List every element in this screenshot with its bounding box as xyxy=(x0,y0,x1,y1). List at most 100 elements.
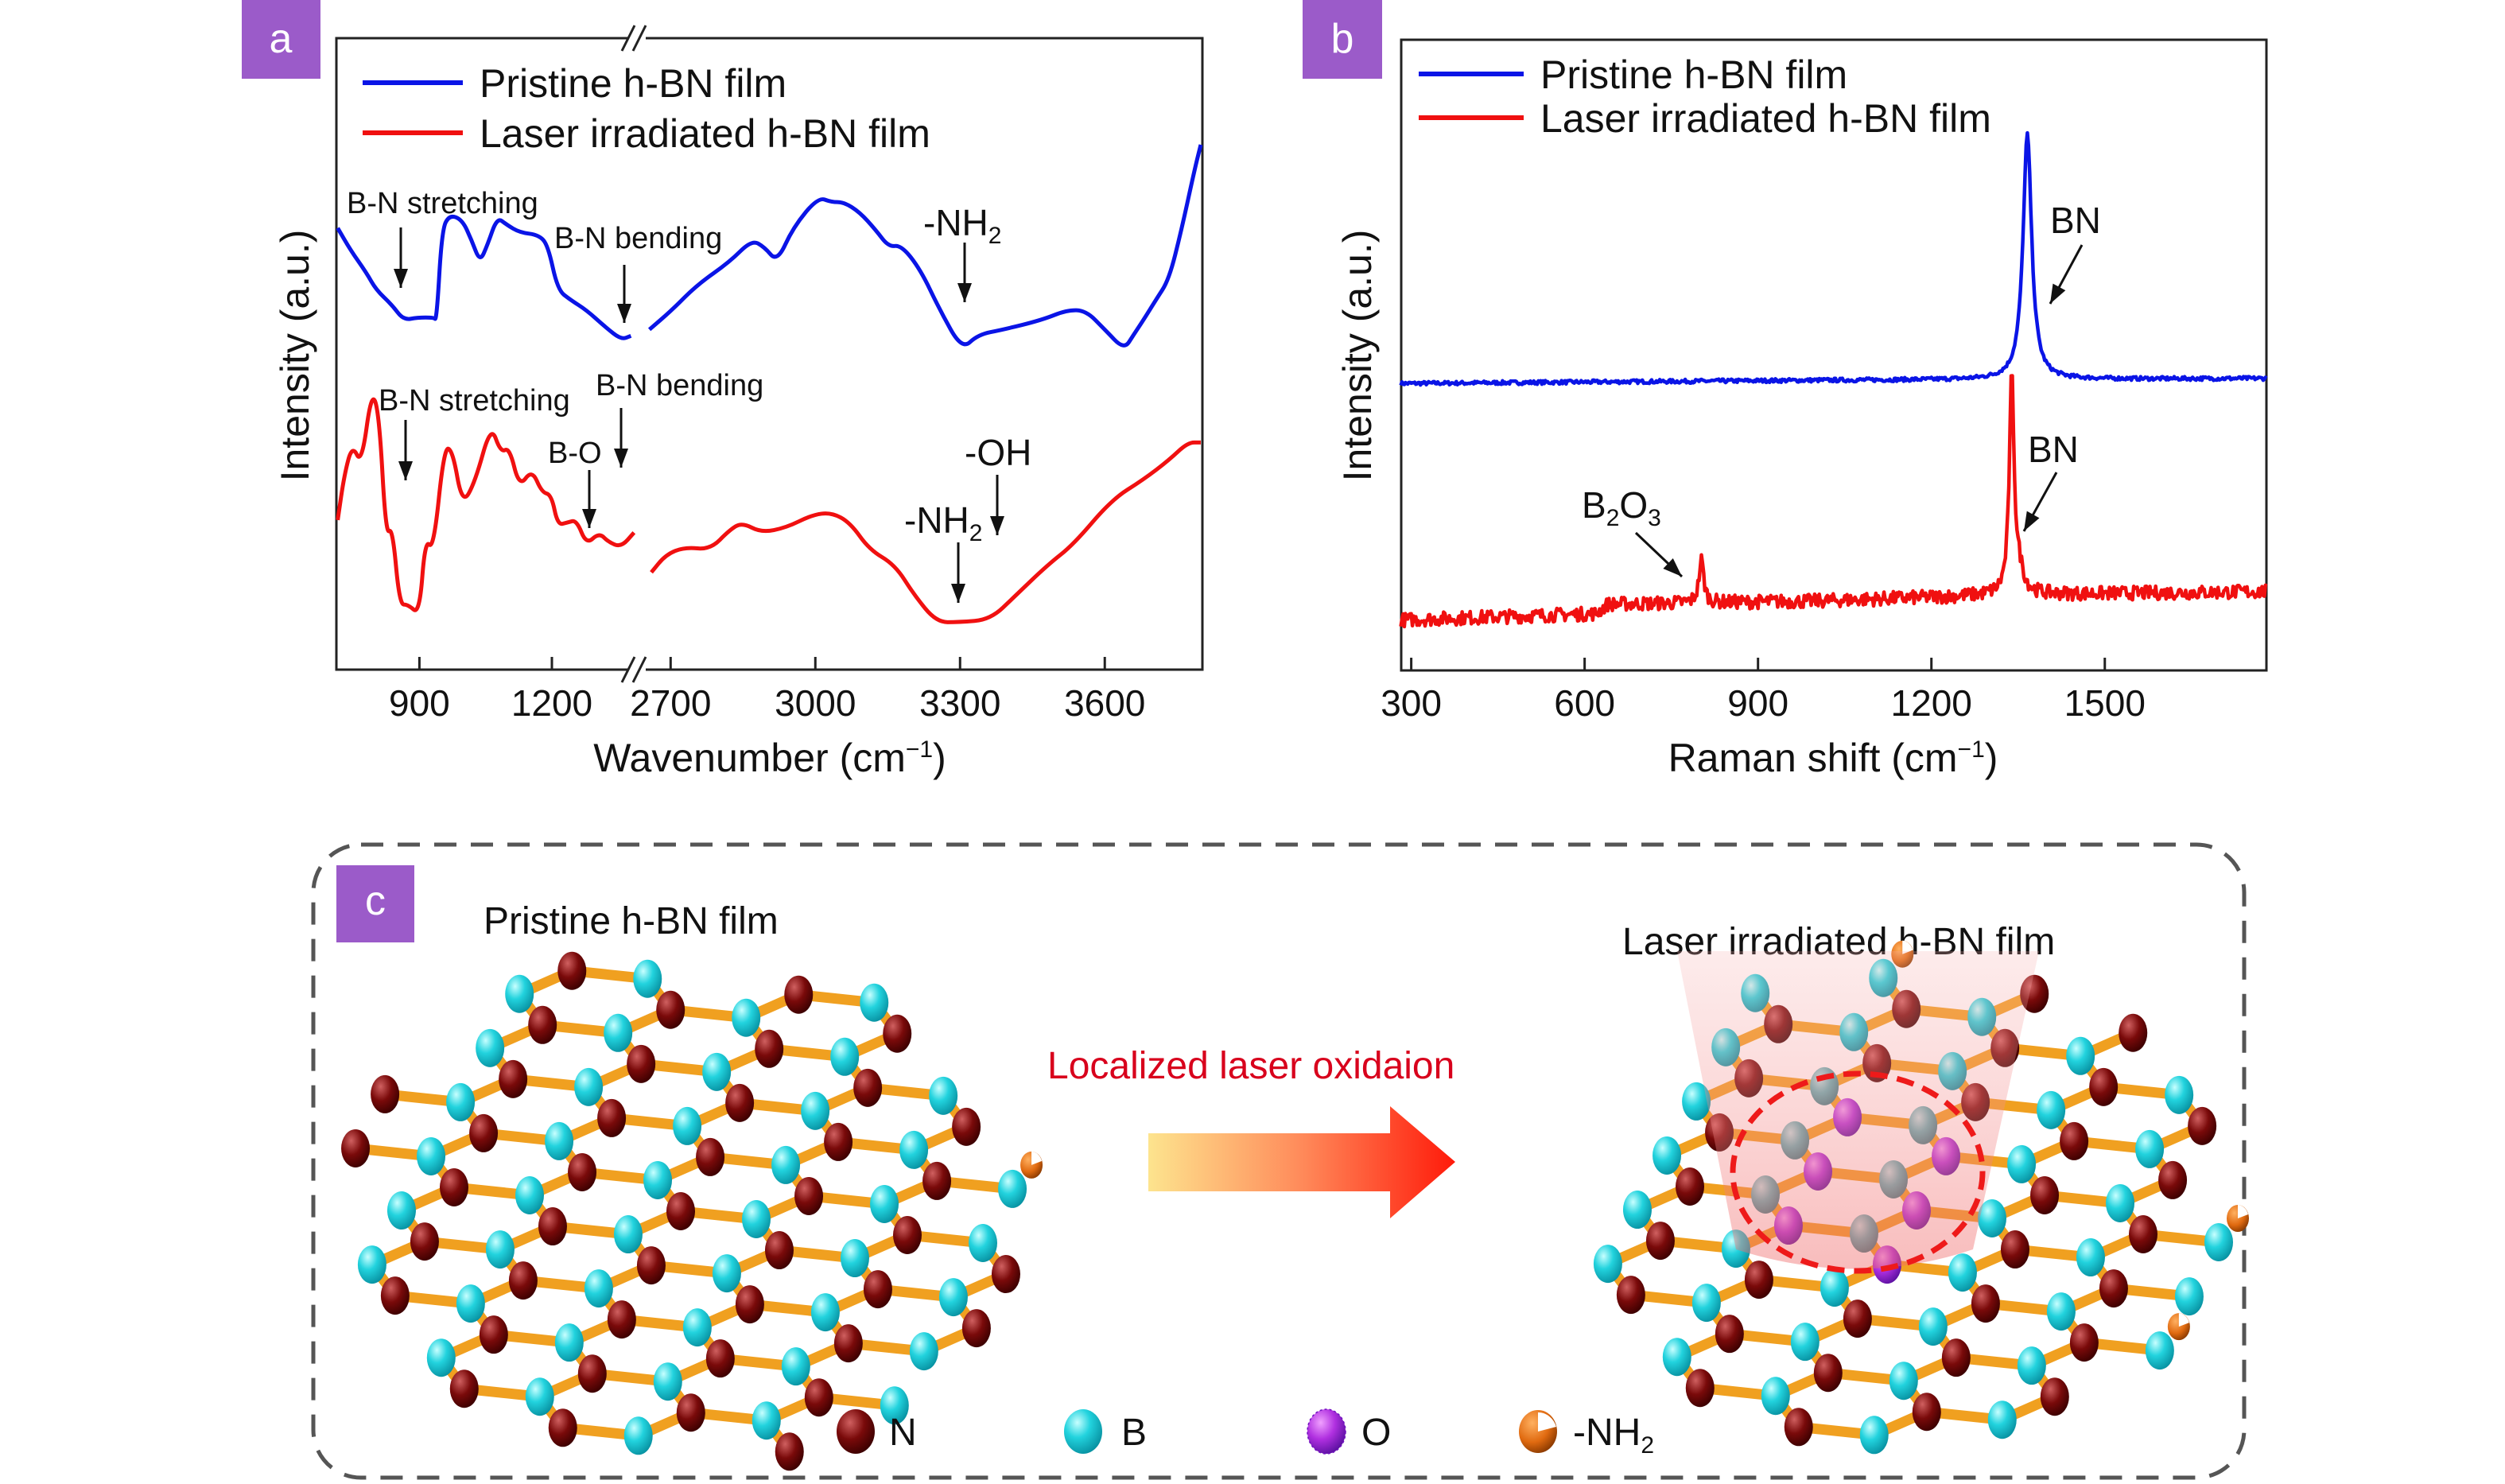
series-line xyxy=(1399,374,2268,629)
nitrogen-atom xyxy=(1676,1167,1704,1206)
annotation: BN xyxy=(2028,429,2079,470)
legend-label-pristine: Pristine h-BN film xyxy=(480,61,786,106)
nitrogen-atom xyxy=(410,1222,439,1261)
nitrogen-atom xyxy=(893,1216,922,1254)
axis-break-mark xyxy=(631,25,647,52)
boron-atom xyxy=(929,1076,958,1115)
nitrogen-atom xyxy=(863,1270,892,1309)
x-tick-label: 3300 xyxy=(919,682,1000,724)
series-line xyxy=(336,397,636,612)
boron-atom xyxy=(456,1284,485,1323)
arrow-head xyxy=(2024,511,2040,531)
legend-label-pristine: Pristine h-BN film xyxy=(1540,52,1847,97)
nitrogen-atom xyxy=(833,1324,863,1363)
amine-group xyxy=(2167,1313,2190,1341)
series-line xyxy=(647,144,1203,348)
arrow-head xyxy=(617,304,631,323)
annotation: -NH2 xyxy=(904,499,982,546)
arrow-head xyxy=(394,269,408,288)
nitrogen-atom xyxy=(1645,1222,1675,1261)
nitrogen-atom xyxy=(1813,1354,1843,1393)
annotation: B-N stretching xyxy=(347,187,538,220)
boron-atom xyxy=(870,1184,899,1223)
amine-group-icon xyxy=(1519,1410,1557,1453)
amine-highlight xyxy=(1031,1151,1043,1165)
nitrogen-atom xyxy=(440,1168,468,1206)
x-tick-label: 1200 xyxy=(511,682,592,724)
boron-atom xyxy=(545,1121,574,1160)
nitrogen-atom xyxy=(991,1255,1020,1294)
boron-atom xyxy=(840,1239,869,1278)
boron-atom xyxy=(1820,1268,1849,1307)
legend-label-o: O xyxy=(1361,1412,1391,1454)
plot-frame xyxy=(1400,38,2268,672)
boron-atom xyxy=(2046,1292,2076,1331)
boron-atom xyxy=(781,1347,810,1386)
boron-atom-icon xyxy=(1064,1409,1102,1454)
nitrogen-atom xyxy=(705,1339,735,1378)
boron-atom xyxy=(446,1082,476,1121)
process-label: Localized laser oxidaion xyxy=(1047,1045,1454,1087)
panel-label: c xyxy=(365,878,386,924)
nitrogen-atom xyxy=(568,1152,597,1191)
boron-atom xyxy=(732,998,761,1037)
boron-atom xyxy=(476,1028,505,1067)
boron-atom xyxy=(712,1254,741,1293)
nitrogen-atom xyxy=(804,1378,833,1417)
amine-highlight xyxy=(2238,1205,2248,1218)
arrow-head xyxy=(2050,283,2066,304)
nitrogen-atom xyxy=(2158,1160,2188,1199)
atom-legend: N B O -NH2 xyxy=(837,1408,1654,1459)
boron-atom xyxy=(673,1106,702,1145)
arrow-head xyxy=(1663,557,1682,577)
nitrogen-atom xyxy=(2099,1269,2128,1308)
axis-break-mark xyxy=(631,656,647,683)
boron-atom xyxy=(1761,1377,1790,1416)
boron-atom xyxy=(682,1308,712,1347)
nitrogen-atom xyxy=(380,1276,410,1315)
panel-c: c Pristine h-BN film Laser irradiated h-… xyxy=(311,842,2249,1480)
series-line xyxy=(336,214,632,340)
boron-atom xyxy=(1622,1191,1652,1230)
x-axis-title: Wavenumber (cm−1) xyxy=(593,736,946,780)
boron-atom xyxy=(1948,1253,1977,1292)
dashed-frame xyxy=(311,842,2247,1480)
nitrogen-atom xyxy=(636,1246,666,1285)
legend-label-irradiated: Laser irradiated h-BN film xyxy=(480,111,930,156)
x-tick-label: 1500 xyxy=(2064,682,2146,724)
x-tick-label: 1200 xyxy=(1891,682,1972,724)
boron-atom xyxy=(2165,1075,2194,1114)
amine-highlight xyxy=(2178,1313,2189,1327)
boron-atom xyxy=(771,1145,801,1184)
boron-atom xyxy=(1662,1338,1691,1377)
panel-label: b xyxy=(1331,16,1354,62)
legend-label-n: N xyxy=(889,1412,917,1454)
nitrogen-atom xyxy=(696,1137,725,1176)
nitrogen-atom xyxy=(341,1129,371,1167)
annotation-arrows xyxy=(1634,244,2084,578)
arrow-head xyxy=(398,461,413,480)
nitrogen-atom xyxy=(961,1309,991,1348)
boron-atom xyxy=(386,1191,416,1230)
boron-atom xyxy=(525,1377,554,1416)
nitrogen-atom xyxy=(469,1113,499,1152)
boron-atom xyxy=(899,1130,929,1169)
boron-atom xyxy=(1790,1323,1820,1362)
annotation: B-N stretching xyxy=(379,384,570,418)
pristine-lattice xyxy=(341,951,1043,1471)
nitrogen-atom xyxy=(735,1285,764,1324)
boron-atom xyxy=(2066,1036,2095,1075)
nitrogen-atom xyxy=(528,1005,557,1044)
arrow-head xyxy=(990,516,1004,535)
oxidized-region-outline xyxy=(1730,1070,1986,1274)
annotation: B2O3 xyxy=(1582,484,1661,531)
boron-atom xyxy=(643,1160,673,1199)
x-axis-ticks: 900 1200 2700 3000 3300 3600 xyxy=(389,657,1145,724)
nitrogen-atom xyxy=(775,1432,804,1471)
nitrogen-atom xyxy=(499,1059,528,1098)
boron-atom xyxy=(2174,1277,2204,1316)
annotation: -NH2 xyxy=(923,202,1001,249)
x-axis-ticks: 300 600 900 1200 1500 xyxy=(1381,658,2146,724)
boron-atom xyxy=(752,1401,781,1440)
panel-a: a 900 1200 2700 3000 3300 3600 Pristine h-BN … xyxy=(242,0,1204,780)
